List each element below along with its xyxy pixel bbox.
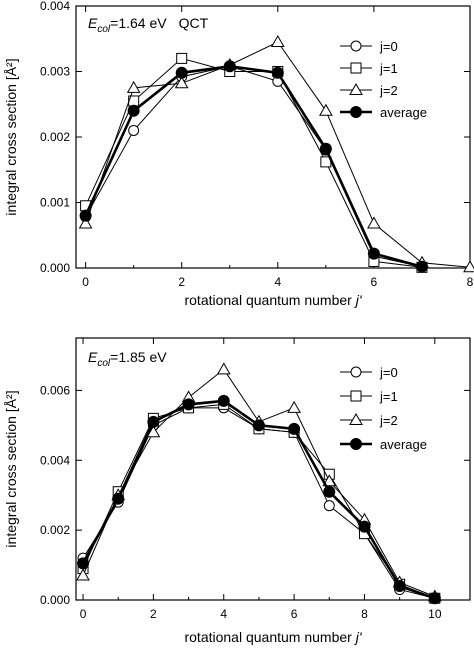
y-tick-label: 0.002 bbox=[40, 523, 70, 537]
data-point bbox=[223, 60, 236, 73]
x-tick-label: 8 bbox=[361, 607, 368, 621]
data-point bbox=[176, 52, 188, 64]
data-point bbox=[415, 260, 428, 273]
data-point bbox=[78, 216, 93, 229]
legend-marker bbox=[350, 438, 362, 450]
legend-label: j=1 bbox=[379, 389, 398, 404]
data-point bbox=[217, 394, 230, 407]
data-point bbox=[358, 520, 371, 533]
legend-label: j=0 bbox=[379, 39, 398, 54]
legend-marker bbox=[349, 82, 363, 95]
data-point bbox=[252, 419, 265, 432]
data-point bbox=[367, 216, 381, 229]
energy-value: =1.85 eV bbox=[110, 349, 167, 365]
y-tick-label: 0.004 bbox=[40, 453, 70, 467]
energy-subscript: col bbox=[97, 358, 111, 369]
y-tick-label: 0.000 bbox=[40, 261, 70, 275]
y-axis-label: integral cross section [Å²] bbox=[3, 58, 19, 215]
y-tick-label: 0.000 bbox=[40, 593, 70, 607]
energy-symbol: E bbox=[88, 349, 98, 365]
data-point bbox=[463, 260, 474, 273]
y-tick-label: 0.006 bbox=[40, 383, 70, 397]
data-point bbox=[127, 104, 140, 117]
data-point bbox=[146, 425, 161, 438]
data-point bbox=[147, 415, 160, 428]
y-tick-label: 0.001 bbox=[40, 196, 70, 210]
x-axis-label-symbol: j' bbox=[354, 629, 363, 645]
data-point bbox=[323, 485, 336, 498]
data-point bbox=[288, 422, 301, 435]
legend-label: j=2 bbox=[379, 83, 398, 98]
x-tick-label: 4 bbox=[220, 607, 227, 621]
data-point bbox=[174, 76, 189, 89]
legend-label: average bbox=[380, 437, 427, 452]
chart-top-panel: 0 2 4 6 8 0.000 0.001 0.002 0.003 0.004 rotational… bbox=[3, 0, 474, 308]
x-tick-label: 2 bbox=[150, 607, 157, 621]
energy-symbol: E bbox=[88, 15, 98, 31]
legend-label: j=1 bbox=[379, 61, 398, 76]
data-point bbox=[428, 592, 441, 605]
data-point bbox=[270, 34, 285, 47]
x-tick-label: 0 bbox=[82, 275, 89, 289]
legend-label: j=2 bbox=[379, 413, 398, 428]
series-average bbox=[77, 394, 441, 605]
data-point bbox=[323, 500, 335, 512]
y-axis-label: integral cross section [Å²] bbox=[3, 390, 19, 547]
series-line bbox=[84, 64, 423, 268]
legend-marker bbox=[350, 40, 362, 52]
data-point bbox=[76, 568, 90, 581]
data-point bbox=[182, 398, 195, 411]
legend-label: j=0 bbox=[379, 365, 398, 380]
legend-marker bbox=[350, 390, 362, 402]
energy-annotation: Ecol=1.64 eV QCT bbox=[88, 15, 209, 35]
y-tick-label: 0.002 bbox=[40, 130, 70, 144]
series-line bbox=[85, 57, 423, 268]
x-tick-label: 6 bbox=[291, 607, 298, 621]
data-point bbox=[175, 66, 188, 79]
x-tick-label: 2 bbox=[178, 275, 185, 289]
data-point bbox=[367, 247, 380, 260]
energy-value: =1.64 eV bbox=[110, 15, 167, 31]
x-tick-label: 0 bbox=[80, 607, 87, 621]
data-point bbox=[393, 580, 406, 593]
x-axis-label-text: rotational quantum number bbox=[184, 629, 355, 645]
method-label: QCT bbox=[179, 15, 209, 31]
x-tick-label: 4 bbox=[274, 275, 281, 289]
data-point bbox=[79, 209, 92, 222]
plot-frame bbox=[75, 337, 471, 601]
data-point bbox=[322, 474, 337, 487]
data-point bbox=[77, 557, 90, 570]
x-axis-label-text: rotational quantum number bbox=[184, 292, 355, 308]
x-tick-label: 10 bbox=[428, 607, 442, 621]
data-point bbox=[319, 103, 333, 116]
x-axis-label: rotational quantum number j' bbox=[184, 629, 362, 645]
chart-bottom-panel: 0 2 4 6 8 10 0.000 0.002 0.004 0.006 rotational qu… bbox=[3, 337, 471, 645]
x-axis-label: rotational quantum number j' bbox=[184, 292, 362, 308]
legend-marker bbox=[350, 366, 362, 378]
x-tick-label: 6 bbox=[371, 275, 378, 289]
y-tick-label: 0.004 bbox=[40, 0, 70, 13]
x-axis-label-symbol: j' bbox=[354, 292, 363, 308]
data-point bbox=[271, 66, 284, 79]
data-point bbox=[126, 80, 141, 93]
data-point bbox=[216, 362, 231, 375]
legend-marker bbox=[350, 62, 362, 74]
y-tick-label: 0.003 bbox=[40, 65, 70, 79]
energy-annotation: Ecol=1.85 eV bbox=[88, 349, 167, 369]
legend-label: average bbox=[380, 105, 427, 120]
data-point bbox=[319, 142, 332, 155]
series-average bbox=[79, 60, 428, 273]
x-tick-label: 8 bbox=[467, 275, 474, 289]
data-point bbox=[112, 492, 125, 505]
legend-marker bbox=[349, 412, 363, 425]
energy-subscript: col bbox=[97, 24, 111, 35]
data-point bbox=[128, 124, 140, 136]
legend-marker bbox=[350, 106, 362, 118]
data-point bbox=[287, 400, 301, 413]
